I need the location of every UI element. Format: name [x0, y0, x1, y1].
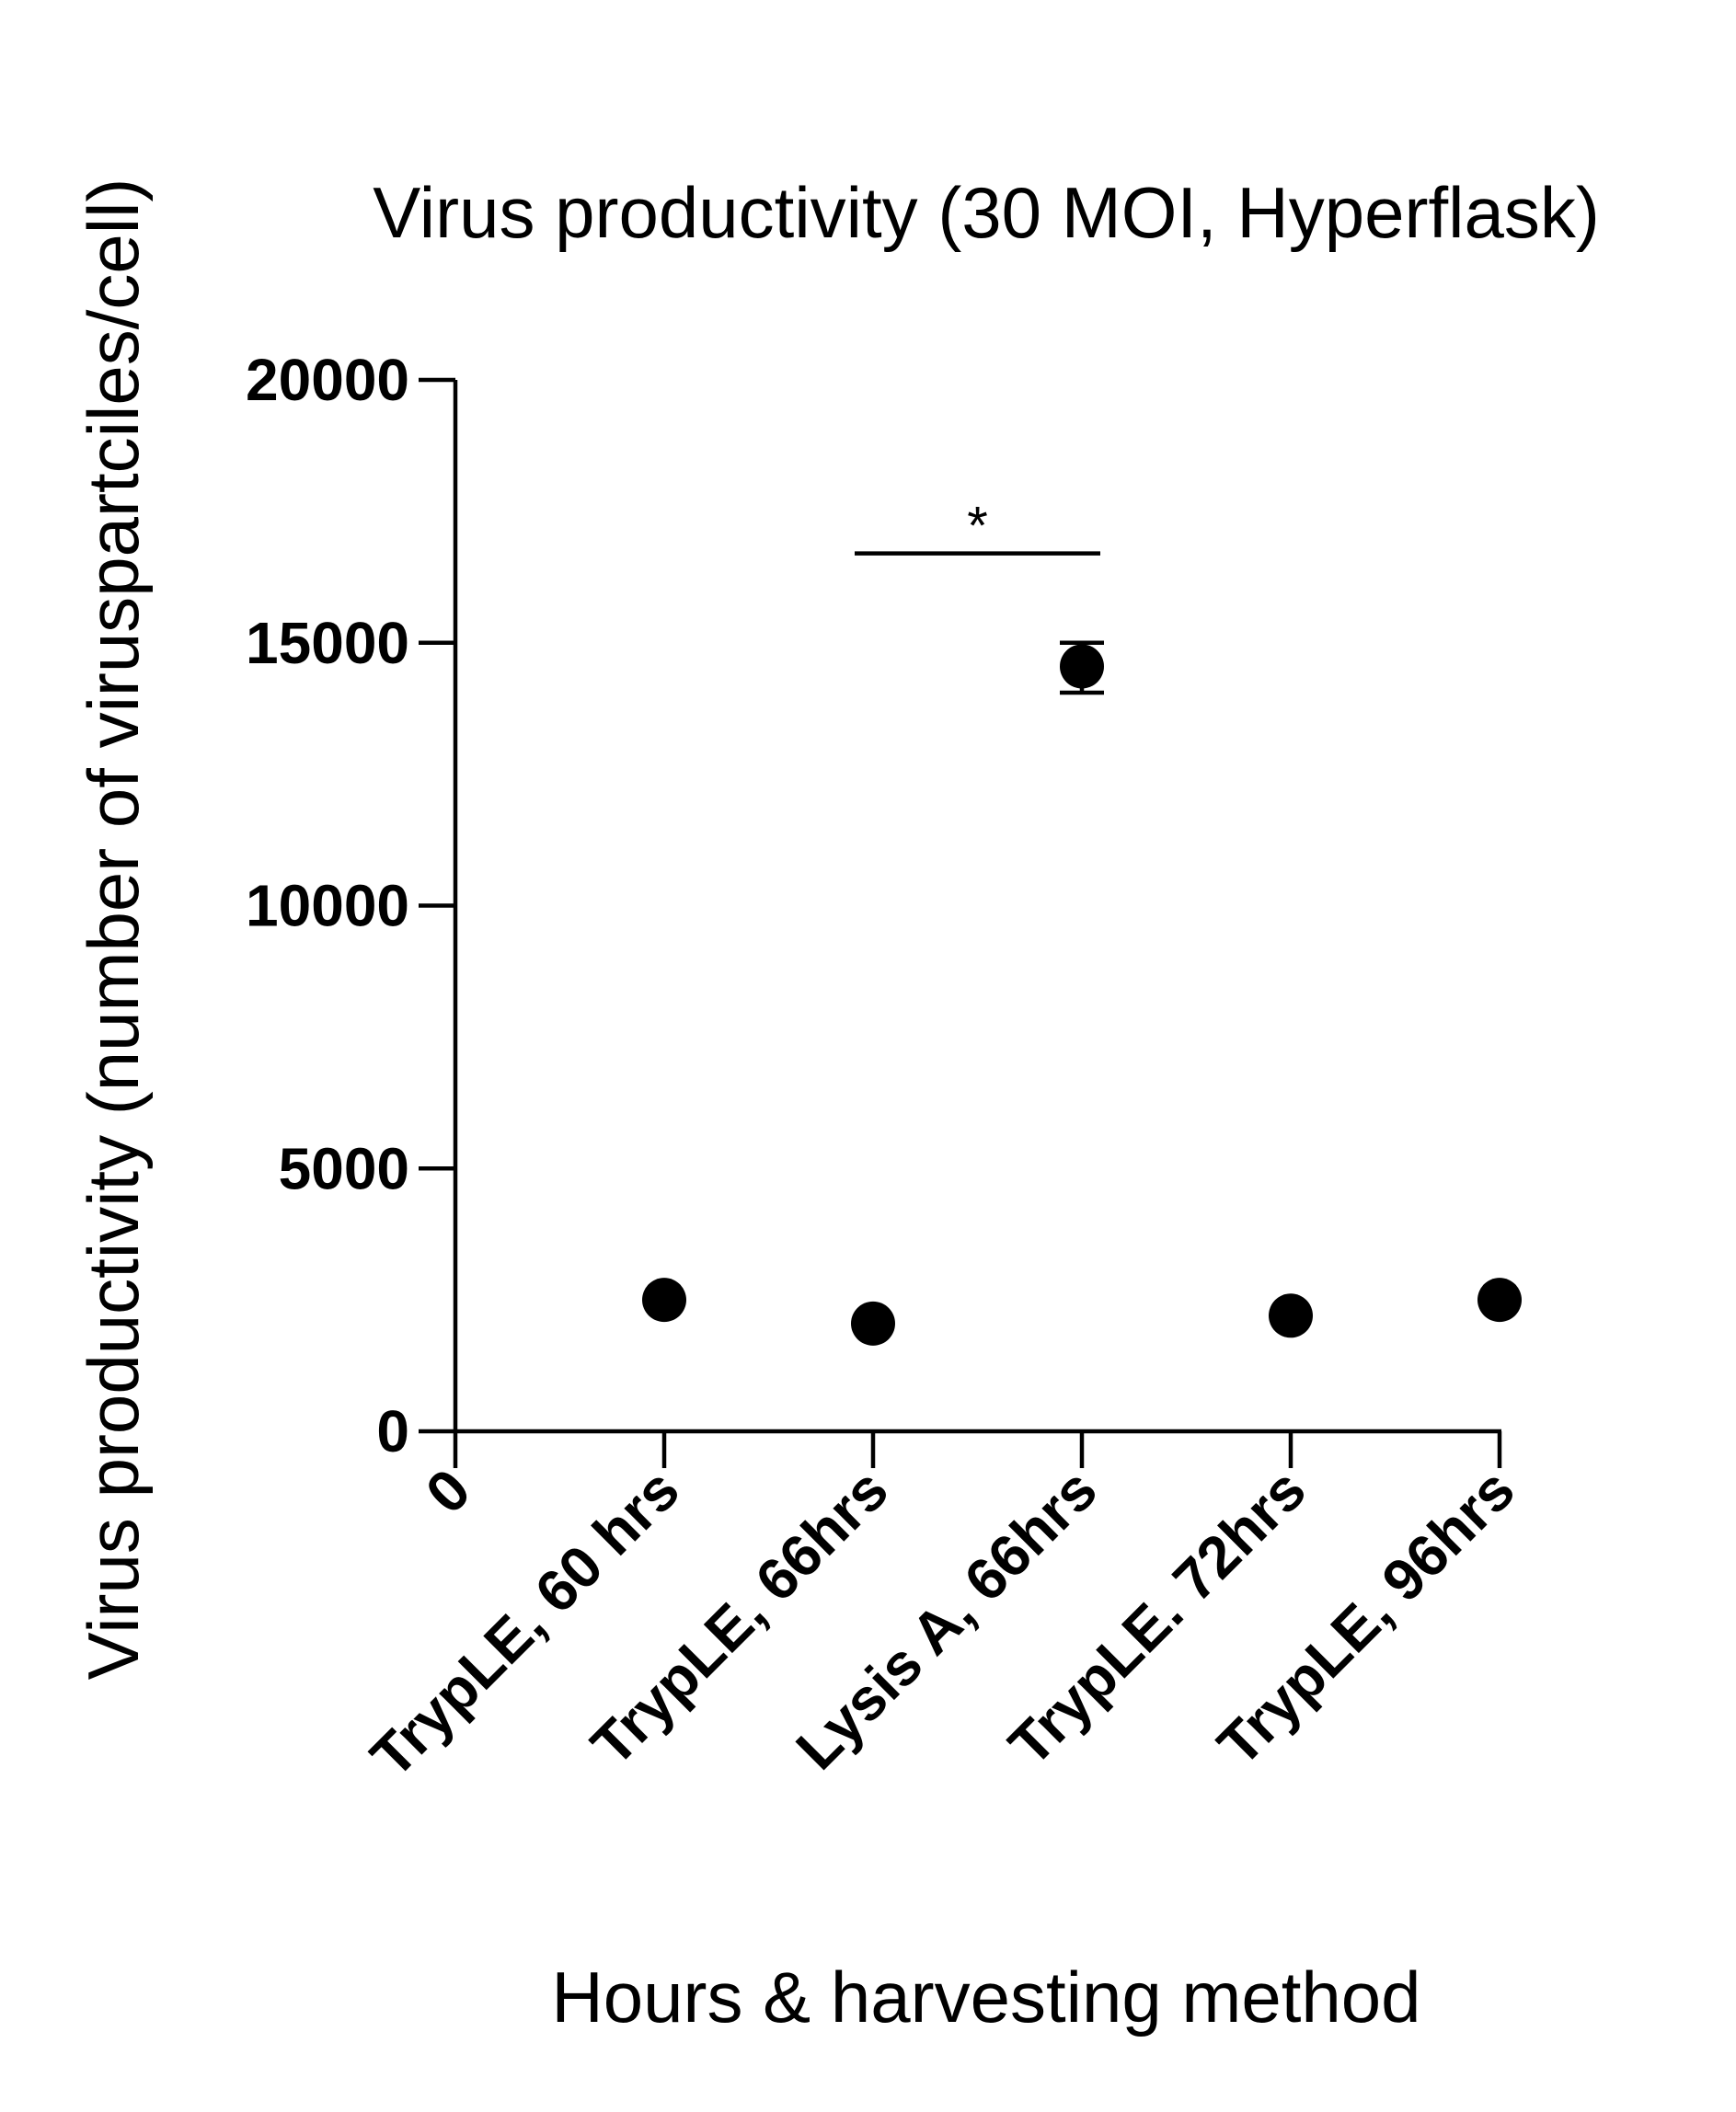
data-point: [1477, 1278, 1522, 1323]
data-point: [1269, 1293, 1313, 1338]
y-tick-label: 5000: [279, 1135, 409, 1201]
significance-label: *: [967, 497, 988, 557]
y-tick-label: 20000: [246, 347, 409, 413]
y-tick-label: 15000: [246, 610, 409, 676]
y-tick-label: 10000: [246, 873, 409, 939]
data-point: [642, 1278, 686, 1323]
y-axis-title: Virus productivity (number of viruspartc…: [73, 178, 154, 1681]
chart-title: Virus productivity (30 MOI, Hyperflask): [373, 172, 1600, 253]
data-point: [1060, 644, 1104, 689]
data-point: [851, 1301, 895, 1346]
x-axis-title: Hours & harvesting method: [551, 1957, 1420, 2037]
x-tick-label: 0: [413, 1456, 483, 1526]
data-marks: *: [642, 497, 1522, 1346]
y-tick-label: 0: [376, 1398, 409, 1464]
